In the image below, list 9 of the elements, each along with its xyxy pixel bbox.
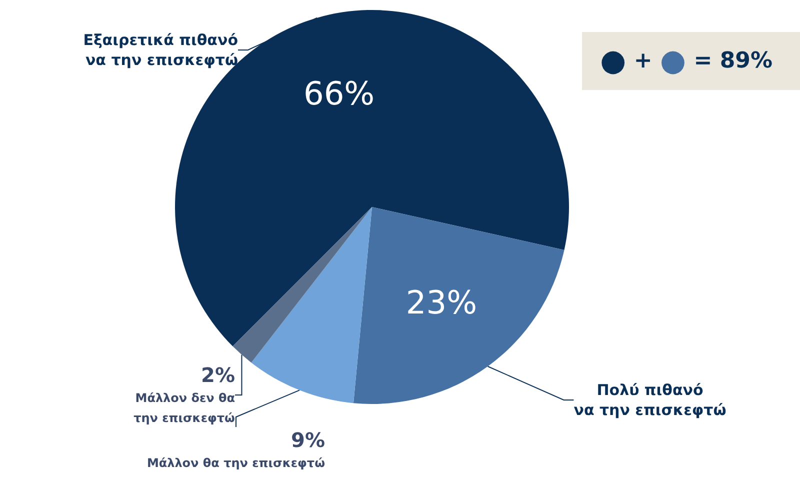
slice-label: Εξαιρετικά πιθανό να την επισκεφτώ xyxy=(83,31,238,69)
data-label: 23% xyxy=(406,284,478,322)
data-label: 9% xyxy=(291,428,325,452)
slice-label: Μάλλον θα την επισκεφτώ xyxy=(146,456,325,470)
data-label: 66% xyxy=(303,74,375,112)
text: ● + ● = 89% xyxy=(600,44,773,78)
slice-label: Μάλλον δεν θα την επισκεφτώ xyxy=(134,391,235,425)
data-label: 2% xyxy=(201,363,235,387)
slice-label: Πολύ πιθανό να την επισκεφτώ xyxy=(574,381,726,419)
